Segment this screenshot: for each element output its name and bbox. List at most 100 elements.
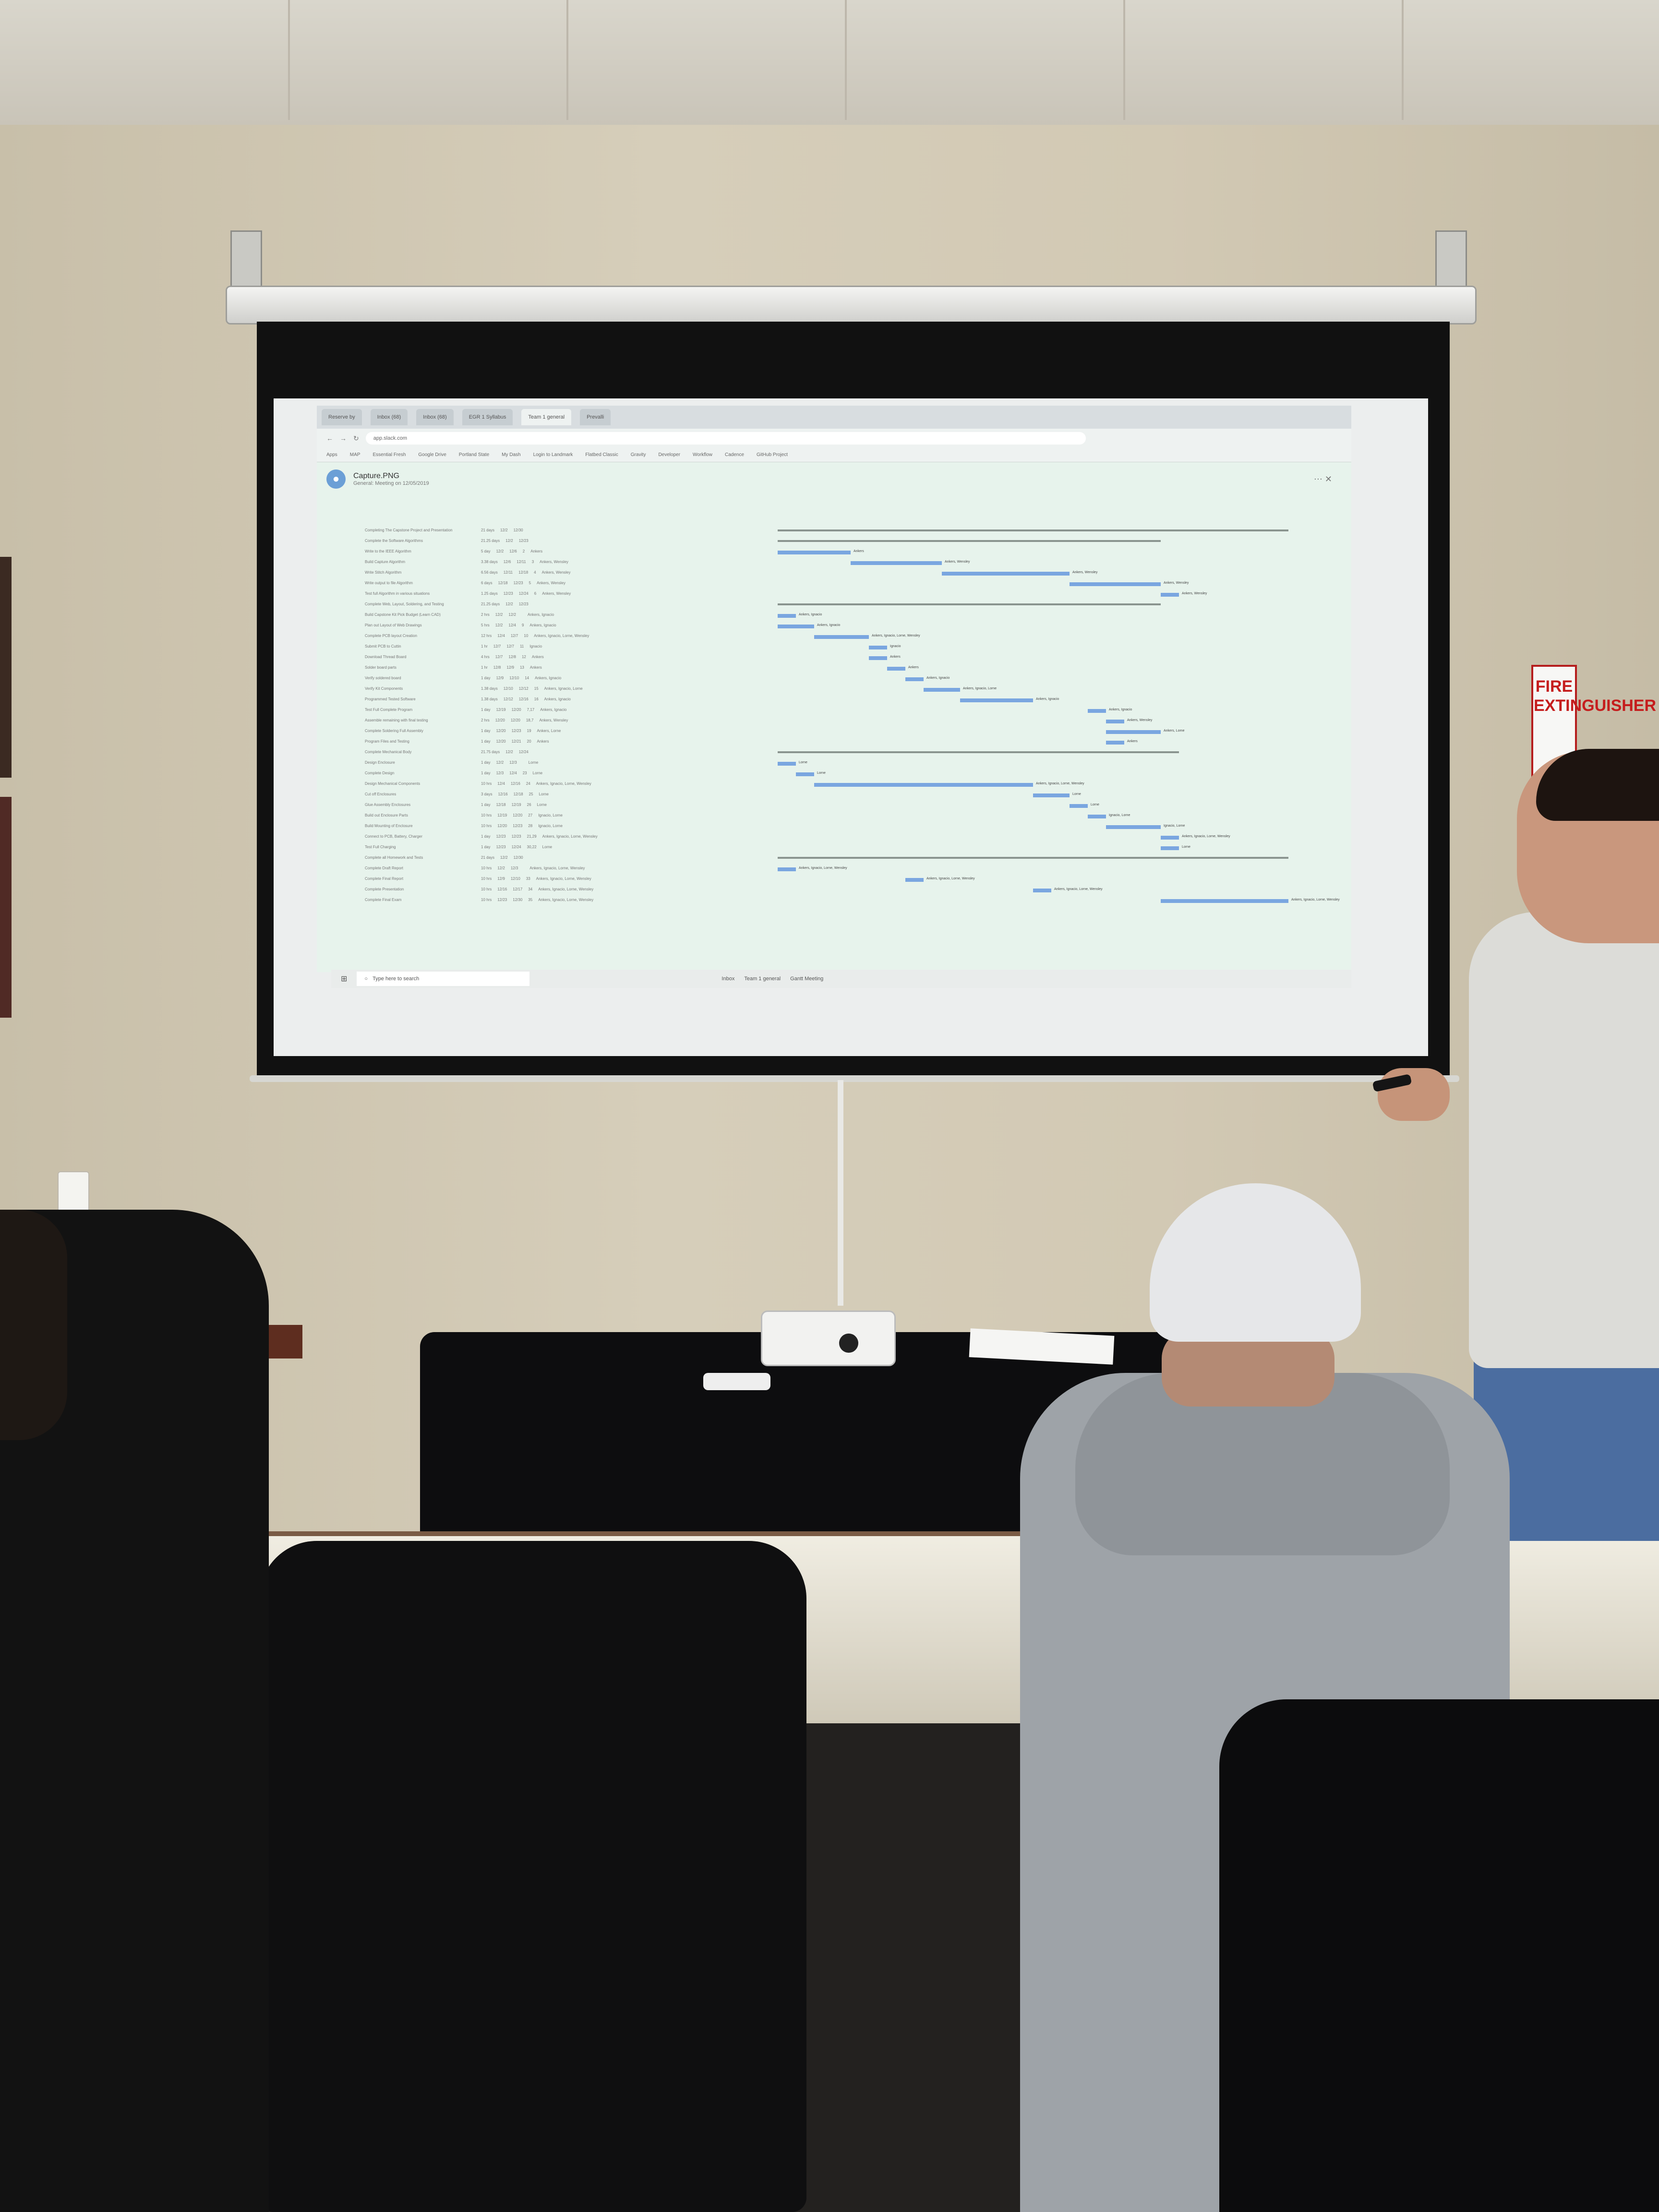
task-finish: 12/18 [513, 792, 523, 796]
task-row: Write Stitch Algorithm 6.56 days 12/11 12/1… [365, 570, 739, 577]
browser-tab[interactable]: Inbox (68) [416, 409, 454, 425]
task-row: Complete PCB layout Creation 12 hrs 12/4 12… [365, 634, 739, 640]
bookmark[interactable]: Apps [326, 452, 337, 457]
browser-tab[interactable]: Inbox (68) [370, 409, 408, 425]
gantt-bar [851, 561, 942, 565]
gantt-bar [796, 772, 814, 776]
task-duration: 1 day [481, 739, 491, 744]
url-field[interactable]: app.slack.com [365, 432, 1086, 445]
taskbar-search-placeholder: Type here to search [373, 976, 420, 982]
taskbar-search[interactable]: ○ Type here to search [357, 972, 530, 986]
task-row: Test full Algorithm in various situation… [365, 591, 739, 598]
gantt-bar [778, 529, 1288, 531]
task-row: Build out Enclosure Parts 10 hrs 12/19 12/2… [365, 813, 739, 820]
task-finish: 12/16 [510, 781, 520, 786]
browser-tab[interactable]: Reserve by [322, 409, 362, 425]
gantt-bar-label: Ankers, Wensley [1182, 592, 1207, 595]
task-start: 12/20 [495, 718, 505, 722]
task-finish: 12/23 [518, 539, 529, 543]
task-start: 12/3 [496, 771, 504, 775]
task-finish: 12/11 [517, 560, 526, 564]
task-resources: Ankers, Ignacio, Lorne, Wensley [536, 781, 591, 786]
gantt-bar-label: Lorne [817, 771, 826, 775]
bookmark[interactable]: Workflow [693, 452, 712, 457]
task-row: Build Mounting of Enclosure 10 hrs 12/20 12… [365, 824, 739, 830]
bookmark[interactable]: Gravity [630, 452, 646, 457]
bookmark[interactable]: MAP [349, 452, 361, 457]
screen-pull-cord [838, 1080, 843, 1306]
task-duration: 21.75 days [481, 750, 500, 754]
gantt-bar-label: Ankers, Ignacio, Lorne, Wensley [1054, 888, 1103, 891]
task-finish: 12/30 [513, 528, 523, 532]
task-duration: 21 days [481, 528, 495, 532]
more-options-icon[interactable]: ⋯ ✕ [1313, 474, 1332, 484]
task-start: 12/20 [496, 729, 506, 733]
gantt-bar [905, 878, 924, 882]
task-duration: 1.25 days [481, 591, 498, 596]
task-resources: Ankers, Ignacio, Lorne, Wensley [538, 887, 594, 891]
gantt-bar [778, 614, 796, 618]
browser-tab[interactable]: EGR 1 Syllabus [462, 409, 513, 425]
task-name: Complete Final Exam [365, 898, 402, 902]
task-duration: 10 hrs [481, 887, 492, 891]
task-name: Completing The Capstone Project and Pres… [365, 528, 453, 532]
bookmark[interactable]: Google Drive [418, 452, 446, 457]
task-row: Build Capstone Kit Pick Budget (Learn CA… [365, 613, 739, 619]
task-row: Submit PCB to Cuttin 1 hr 12/7 12/7 11 Ignaci… [365, 644, 739, 651]
task-duration: 12 hrs [481, 634, 492, 638]
task-predecessors: 7,17 [527, 708, 535, 712]
task-finish: 12/24 [518, 591, 529, 596]
bookmark[interactable]: GitHub Project [757, 452, 788, 457]
presenter-hoodie [1469, 912, 1659, 1368]
file-subtitle: General: Meeting on 12/05/2019 [353, 481, 429, 486]
task-predecessors: 6 [534, 591, 537, 596]
task-finish: 12/23 [518, 602, 529, 606]
taskbar-app[interactable]: Inbox [721, 976, 735, 982]
browser-tab[interactable]: Prevalli [580, 409, 611, 425]
bookmark[interactable]: Flatbed Classic [585, 452, 618, 457]
task-resources: Ankers, Ignacio, Lorne, Wensley [536, 877, 591, 881]
bookmarks-bar: Apps MAP Essential Fresh Google Drive Po… [317, 448, 1351, 462]
task-resources: Ankers [529, 665, 542, 670]
forward-icon[interactable]: → [340, 434, 347, 442]
task-duration: 21.25 days [481, 539, 500, 543]
task-predecessors: 25 [529, 792, 533, 796]
taskbar-app[interactable]: Team 1 general [744, 976, 781, 982]
gantt-bar [1070, 804, 1088, 808]
bookmark[interactable]: Essential Fresh [373, 452, 406, 457]
task-finish: 12/9 [506, 665, 514, 670]
taskbar-app[interactable]: Gantt Meeting [790, 976, 824, 982]
windows-taskbar: ⊞ ○ Type here to search Inbox Team 1 gen… [331, 970, 1351, 988]
task-resources: Ankers [531, 655, 544, 659]
task-name: Write to the IEEE Algorithm [365, 549, 411, 553]
bookmark[interactable]: Login to Landmark [533, 452, 573, 457]
bookmark[interactable]: My Dash [502, 452, 521, 457]
windows-start-icon[interactable]: ⊞ [341, 975, 348, 983]
task-duration: 1 hr [481, 665, 488, 670]
gantt-bar-label: Ankers, Ignacio, Lorne, Wensley [1182, 835, 1230, 838]
gantt-bar-label: Ankers [908, 666, 919, 669]
task-finish: 12/8 [508, 655, 516, 659]
task-resources: Ankers, Ignacio [544, 697, 571, 701]
back-icon[interactable]: ← [326, 434, 333, 442]
browser-tab-active[interactable]: Team 1 general [521, 409, 572, 425]
task-resources: Ankers, Wensley [541, 570, 571, 575]
task-start: 12/2 [497, 866, 505, 870]
bookmark[interactable]: Developer [658, 452, 681, 457]
task-name: Verify Kit Components [365, 686, 403, 691]
task-finish: 12/20 [510, 718, 520, 722]
task-name: Complete Draft Report [365, 866, 404, 870]
gantt-bar-label: Ignacio, Lorne [1164, 824, 1185, 828]
bookmark[interactable]: Portland State [458, 452, 490, 457]
task-name: Solder board parts [365, 665, 397, 670]
gantt-bar [778, 551, 851, 554]
bookmark[interactable]: Cadence [724, 452, 745, 457]
refresh-icon[interactable]: ↻ [353, 434, 359, 442]
gantt-bar [778, 867, 796, 871]
task-name: Write output to file Algorithm [365, 581, 413, 585]
task-finish: 12/7 [506, 644, 514, 649]
task-start: 12/20 [496, 739, 506, 744]
task-duration: 1 day [481, 676, 491, 680]
gantt-bar-label: Ankers, Ignacio [1109, 708, 1132, 711]
task-start: 12/2 [505, 750, 513, 754]
